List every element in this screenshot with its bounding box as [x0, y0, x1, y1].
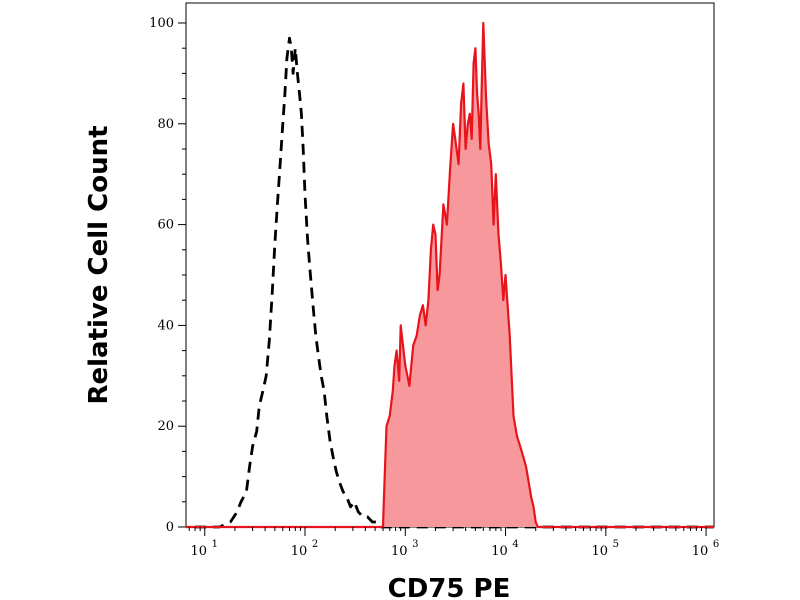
series-stained-line	[186, 21, 714, 529]
x-tick-label: 10	[391, 544, 408, 559]
x-tick-exponent: 3	[412, 539, 418, 550]
x-tick-label: 10	[291, 544, 308, 559]
x-tick-exponent: 2	[312, 539, 318, 550]
y-tick-label: 100	[149, 16, 174, 31]
y-axis-title: Relative Cell Count	[84, 125, 114, 404]
x-axis-title: CD75 PE	[388, 574, 511, 600]
y-tick-label: 60	[157, 218, 174, 233]
y-tick-label: 40	[157, 318, 174, 333]
x-tick-label: 10	[190, 544, 207, 559]
x-tick-exponent: 4	[512, 539, 518, 550]
y-tick-label: 80	[157, 117, 174, 132]
series-stained-fill	[186, 23, 714, 527]
y-tick-label: 20	[157, 419, 174, 434]
x-tick-label: 10	[491, 544, 508, 559]
y-tick-label: 0	[166, 520, 174, 535]
x-tick-label: 10	[692, 544, 709, 559]
x-tick-exponent: 5	[613, 539, 619, 550]
series-layer	[186, 21, 714, 529]
x-tick-exponent: 6	[713, 539, 719, 550]
x-tick-label: 10	[592, 544, 609, 559]
x-tick-exponent: 1	[212, 539, 218, 550]
ticks-layer: 0 20 40 60 80 100 10 1 10 2 10 3 10 4 10 5 10 6	[149, 16, 719, 559]
